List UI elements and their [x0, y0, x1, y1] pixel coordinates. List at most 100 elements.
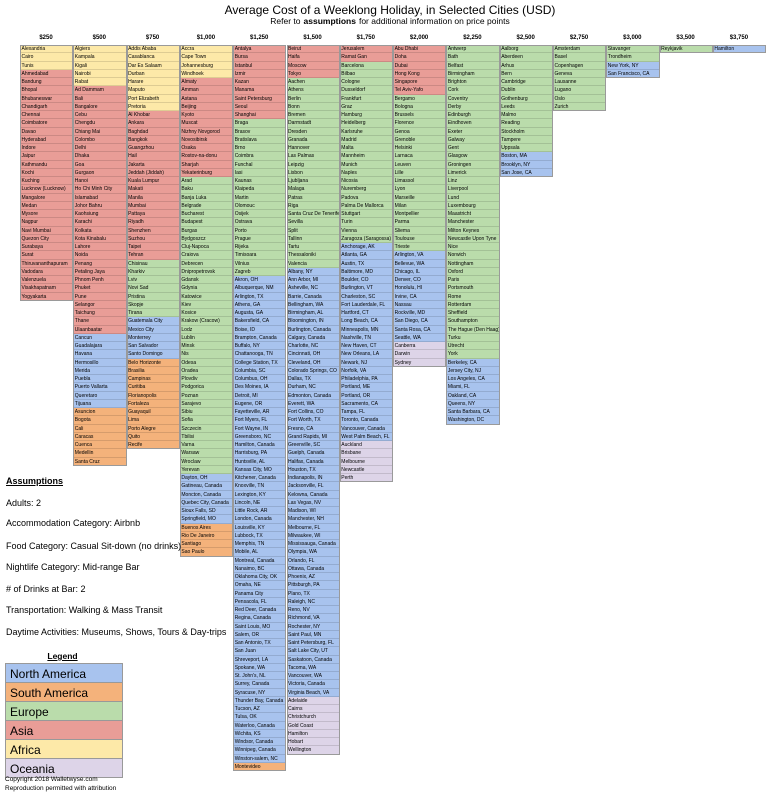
column-border [553, 45, 607, 111]
city-cell: Raleigh, NC [286, 597, 340, 606]
city-cell: Florence [393, 119, 447, 128]
city-cell: Yekaterinburg [179, 168, 233, 177]
city-cell: Lviv [126, 276, 180, 285]
city-cell: San Juan [233, 647, 287, 656]
city-cell: Victoria, Canada [286, 680, 340, 689]
city-cell: Bakersfield, CA [233, 317, 287, 326]
city-cell: Boulder, CO [339, 276, 393, 285]
city-cell: Pune [73, 292, 127, 301]
city-cell: Larnaca [393, 152, 447, 161]
city-cell: Cairns [286, 705, 340, 714]
price-header: $3,750 [729, 35, 749, 41]
city-cell: Hamilton [286, 729, 340, 738]
city-cell: Prague [233, 234, 287, 243]
city-cell: Winston-salem, NC [233, 754, 287, 763]
city-cell: Surrey, Canada [233, 680, 287, 689]
city-cell: Barcelona [339, 61, 393, 70]
city-cell: London, Canada [233, 515, 287, 524]
city-cell: Lincoln, NE [233, 498, 287, 507]
city-cell: Martin [233, 193, 287, 202]
city-cell: Baltimore, MD [339, 267, 393, 276]
city-cell: Wroclaw [179, 457, 233, 466]
city-cell: Gdansk [179, 276, 233, 285]
city-cell: Medan [20, 201, 73, 210]
subtitle-text: for additional information on price poin… [358, 16, 510, 26]
city-cell: Jaipur [20, 152, 73, 161]
city-cell: Kansas City, MO [233, 465, 287, 474]
city-cell: Liverpool [446, 185, 500, 194]
city-cell: Guayaquil [126, 408, 180, 417]
city-cell: Windhoek [179, 69, 233, 78]
city-cell: Gold Coast [286, 721, 340, 730]
city-cell: Shenzhen [126, 226, 180, 235]
city-cell: Curitiba [126, 383, 180, 392]
city-cell: Springfield, MO [179, 515, 233, 524]
city-cell: Long Beach, CA [339, 317, 393, 326]
city-cell: Almaty [179, 78, 233, 87]
city-cell: Yerevan [179, 465, 233, 474]
city-cell: New Orleans, LA [339, 350, 393, 359]
city-cell: Grand Rapids, MI [286, 432, 340, 441]
city-cell: Shanghai [233, 111, 287, 120]
city-cell: Spokane, WA [233, 663, 287, 672]
city-cell: New Haven, CT [339, 342, 393, 351]
city-cell: Split [286, 226, 340, 235]
city-cell: Dublin [499, 86, 553, 95]
city-cell: Saint Louis, MO [233, 622, 287, 631]
city-cell: Naples [339, 168, 393, 177]
city-cell: Melbourne, FL [286, 523, 340, 532]
city-cell: Dnipropetrovsk [179, 267, 233, 276]
price-header: $3,500 [676, 35, 695, 41]
city-cell: Chattanooga, TN [233, 350, 287, 359]
city-cell: Reading [499, 119, 553, 128]
city-cell: Coimbatore [20, 119, 73, 128]
city-cell: Geneva [553, 69, 606, 78]
city-cell: Hyderabad [20, 135, 73, 144]
city-cell: Copenhagen [553, 61, 606, 70]
city-cell: Sheffield [446, 309, 500, 318]
city-cell: Chennai [20, 111, 73, 120]
city-cell: Kazan [233, 78, 287, 87]
city-cell: Athens [286, 86, 340, 95]
city-cell: Taipei [126, 243, 180, 252]
city-cell: Lahore [73, 243, 127, 252]
city-cell: Lima [126, 416, 180, 425]
city-cell: Aachen [286, 78, 340, 87]
city-cell: Karachi [73, 218, 127, 227]
city-cell: Akron, OH [233, 276, 287, 285]
city-cell: Munich [339, 160, 393, 169]
city-cell: Salt Lake City, UT [286, 647, 340, 656]
city-cell: Taichung [73, 309, 127, 318]
city-cell: Portland, OR [339, 391, 393, 400]
city-cell: Charlotte, NC [286, 342, 340, 351]
city-cell: Louisville, KY [233, 523, 287, 532]
legend-title: Legend [47, 651, 78, 661]
column-border [126, 45, 180, 450]
city-cell: Tulsa, OK [233, 713, 287, 722]
column-border [712, 45, 767, 54]
city-cell: Miami, FL [446, 383, 500, 392]
city-cell: Kuching [20, 177, 73, 186]
price-header: $1,250 [250, 35, 269, 41]
city-cell: Christchurch [286, 713, 340, 722]
city-cell: Amsterdam [553, 45, 606, 54]
city-cell: Queretaro [73, 391, 127, 400]
city-cell: Ramat Gan [339, 53, 393, 62]
city-cell: Eindhoven [446, 119, 500, 128]
city-cell: Warsaw [179, 449, 233, 458]
city-cell: Tacoma, WA [286, 663, 340, 672]
city-cell: Pattaya [126, 210, 180, 219]
city-cell: Katowice [179, 292, 233, 301]
city-cell: Derby [446, 102, 500, 111]
city-cell: Nice [446, 243, 500, 252]
city-cell: Doha [393, 53, 447, 62]
city-cell: Antalya [233, 45, 287, 54]
city-cell: Asuncion [73, 408, 127, 417]
city-cell: Marseille [393, 193, 447, 202]
city-cell: Kaohsiung [73, 210, 127, 219]
city-cell: Arhus [499, 61, 553, 70]
city-cell: Cork [446, 86, 500, 95]
city-cell: Iasi [233, 168, 287, 177]
city-cell: Phuket [73, 284, 127, 293]
city-cell: Guadalajara [73, 342, 127, 351]
